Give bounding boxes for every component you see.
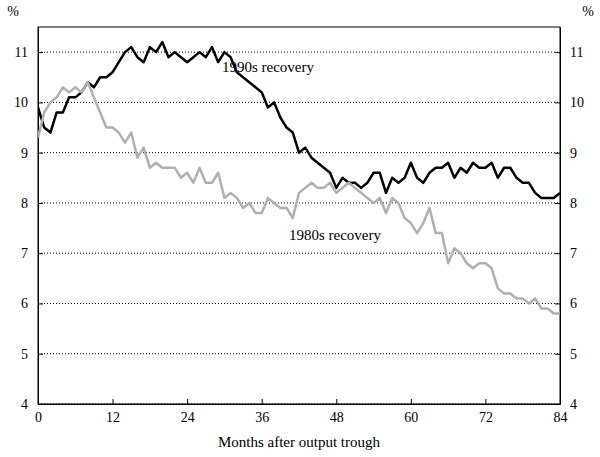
tick-label: 6 [21, 296, 28, 311]
tick-label: 4 [570, 397, 577, 412]
tick-label: 8 [570, 196, 577, 211]
tick-label: 4 [21, 397, 28, 412]
tick-label: 5 [21, 347, 28, 362]
tick: 8 [21, 196, 43, 211]
tick-mark [411, 399, 412, 404]
tick: 9 [555, 146, 577, 161]
tick: 5 [555, 347, 577, 362]
tick: 60 [404, 399, 418, 425]
grid-line [38, 303, 560, 304]
tick-label: 10 [14, 95, 28, 110]
tick-mark [555, 253, 560, 254]
tick: 24 [181, 399, 195, 425]
tick-label: 10 [570, 95, 584, 110]
series-line [38, 82, 560, 313]
tick-label: 11 [15, 45, 28, 60]
tick-mark [555, 404, 560, 405]
tick-mark [38, 203, 43, 204]
tick-mark [555, 354, 560, 355]
tick-mark [555, 203, 560, 204]
series-label: 1980s recovery [289, 227, 382, 243]
tick-mark [336, 399, 337, 404]
tick-label: 48 [330, 410, 344, 425]
tick-label: 8 [21, 196, 28, 211]
tick-label: 72 [479, 410, 493, 425]
plot-frame [38, 27, 560, 404]
tick-label: 84 [554, 410, 568, 425]
y-axis-title: % [7, 4, 19, 19]
tick-mark [485, 399, 486, 404]
grid [38, 52, 560, 404]
tick-label: 0 [35, 410, 42, 425]
tick-mark [38, 153, 43, 154]
grid-line [38, 52, 560, 53]
tick-label: 5 [570, 347, 577, 362]
grid-line [38, 102, 560, 103]
tick: 8 [555, 196, 577, 211]
axis-line [39, 404, 561, 405]
axis-line [560, 28, 561, 405]
tick-mark [38, 52, 43, 53]
tick-mark [38, 102, 43, 103]
grid-line [38, 353, 560, 354]
tick: 4 [555, 397, 577, 412]
tick-mark [38, 404, 43, 405]
tick-mark [38, 354, 43, 355]
tick-mark [555, 303, 560, 304]
tick-mark [262, 399, 263, 404]
tick: 6 [555, 296, 577, 311]
series-group [38, 42, 560, 313]
x-axis: 0 12 24 36 48 60 72 84 [35, 399, 568, 425]
tick-label: 36 [255, 410, 269, 425]
tick: 10 [555, 95, 584, 110]
tick: 4 [21, 397, 43, 412]
tick: 6 [21, 296, 43, 311]
chart: 012243648607284456789101145678910111990s… [0, 0, 600, 457]
y2-axis-title: % [582, 4, 594, 19]
tick-label: 6 [570, 296, 577, 311]
tick-mark [555, 153, 560, 154]
tick-label: 12 [106, 410, 120, 425]
tick: 9 [21, 146, 43, 161]
tick: 72 [479, 399, 493, 425]
series-label: 1990s recovery [222, 59, 315, 75]
plot: 012243648607284456789101145678910111990s… [14, 27, 584, 425]
tick-mark [113, 399, 114, 404]
axis-line [38, 28, 39, 405]
x-axis-title: Months after output trough [218, 434, 381, 450]
tick-label: 60 [404, 410, 418, 425]
y2-axis: 4 5 6 7 8 9 10 11 [555, 28, 584, 412]
tick-mark [555, 102, 560, 103]
grid-line [38, 202, 560, 203]
tick-mark [555, 52, 560, 53]
series-line [38, 42, 560, 198]
tick: 5 [21, 347, 43, 362]
grid-line [38, 253, 560, 254]
tick-label: 24 [181, 410, 195, 425]
tick-mark [187, 399, 188, 404]
tick-label: 11 [570, 45, 583, 60]
tick: 7 [555, 246, 577, 261]
tick-mark [38, 303, 43, 304]
tick: 7 [21, 246, 43, 261]
y-axis: 4 5 6 7 8 9 10 11 [14, 28, 43, 412]
tick-label: 7 [570, 246, 577, 261]
tick: 12 [106, 399, 120, 425]
tick-label: 7 [21, 246, 28, 261]
tick: 11 [555, 45, 583, 60]
tick-label: 9 [21, 146, 28, 161]
tick-mark [38, 253, 43, 254]
tick: 48 [330, 399, 344, 425]
tick: 36 [255, 399, 269, 425]
tick: 11 [15, 45, 43, 60]
tick-label: 9 [570, 146, 577, 161]
